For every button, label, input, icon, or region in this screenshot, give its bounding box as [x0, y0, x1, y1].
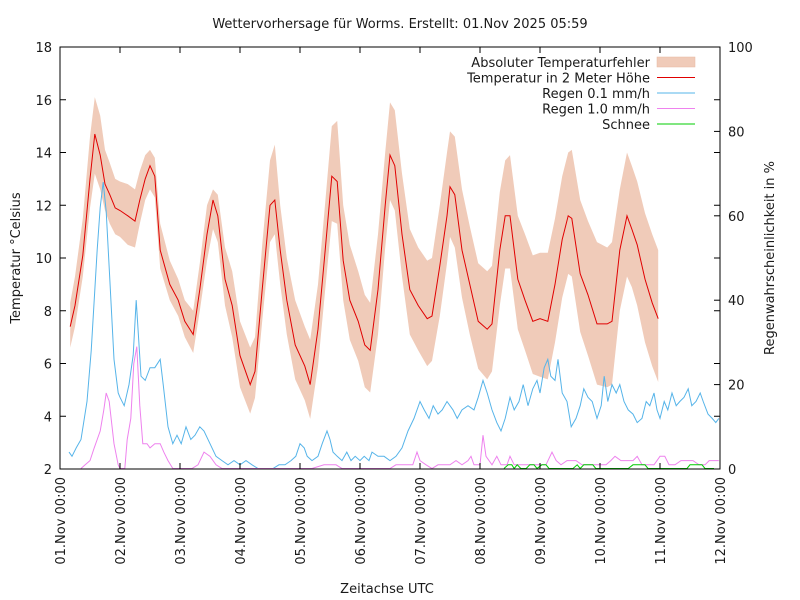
- y-tick-label: 16: [35, 94, 52, 109]
- x-axis-label: Zeitachse UTC: [340, 582, 434, 597]
- x-tick-label: 08.Nov 00:00: [474, 477, 489, 565]
- x-tick-label: 11.Nov 00:00: [654, 477, 669, 565]
- series-line-schnee: [503, 464, 714, 470]
- legend-swatch-band: [656, 56, 696, 68]
- x-tick-label: 09.Nov 00:00: [534, 477, 549, 565]
- y2-tick-label: 80: [728, 125, 745, 140]
- y2-tick-label: 40: [728, 294, 745, 309]
- y2-tick-label: 0: [728, 463, 736, 478]
- y-tick-label: 2: [44, 463, 52, 478]
- legend-label: Regen 1.0 mm/h: [542, 103, 650, 118]
- y2-tick-label: 20: [728, 379, 745, 394]
- band-area: [70, 97, 659, 419]
- y-tick-label: 4: [44, 410, 52, 425]
- y-axis-ticks: 2 4 6 8 10 12 14 16 18: [35, 41, 720, 478]
- y-tick-label: 10: [35, 252, 52, 267]
- y-tick-label: 8: [44, 305, 52, 320]
- x-tick-label: 01.Nov 00:00: [54, 477, 69, 565]
- series-line-temperatur-in-2-meter-h-he: [69, 133, 659, 387]
- x-tick-label: 04.Nov 00:00: [234, 477, 249, 565]
- series-lines: [68, 133, 720, 470]
- legend-label: Absoluter Temperaturfehler: [471, 56, 650, 71]
- x-tick-label: 12.Nov 00:00: [714, 477, 729, 565]
- temperature-error-band: [70, 97, 659, 419]
- y2-tick-label: 60: [728, 210, 745, 225]
- y-tick-label: 6: [44, 358, 52, 373]
- legend-label: Schnee: [602, 118, 650, 133]
- legend-label: Temperatur in 2 Meter Höhe: [466, 72, 650, 87]
- x-tick-label: 06.Nov 00:00: [354, 477, 369, 565]
- x-tick-label: 03.Nov 00:00: [174, 477, 189, 565]
- chart-title: Wettervorhersage für Worms. Erstellt: 01…: [212, 17, 587, 32]
- x-tick-label: 05.Nov 00:00: [294, 477, 309, 565]
- y-tick-label: 12: [35, 199, 52, 214]
- y-tick-label: 18: [35, 41, 52, 56]
- y-axis-label: Temperatur °Celsius: [9, 192, 24, 325]
- y2-tick-label: 100: [728, 41, 753, 56]
- x-tick-label: 10.Nov 00:00: [594, 477, 609, 565]
- legend-label: Regen 0.1 mm/h: [542, 87, 650, 102]
- series-line-regen-1-0-mm-h: [80, 346, 719, 470]
- y2-axis-label: Regenwahrscheinlichkeit in %: [763, 161, 778, 355]
- x-tick-label: 02.Nov 00:00: [114, 477, 129, 565]
- series-line-regen-0-1-mm-h: [68, 181, 720, 469]
- x-tick-label: 07.Nov 00:00: [414, 477, 429, 565]
- y2-axis-ticks: 0 20 40 60 80 100: [714, 41, 753, 478]
- x-axis-ticks: 01.Nov 00:00 02.Nov 00:00 03.Nov 00:00 04.N…: [54, 47, 729, 565]
- y-tick-label: 14: [35, 147, 52, 162]
